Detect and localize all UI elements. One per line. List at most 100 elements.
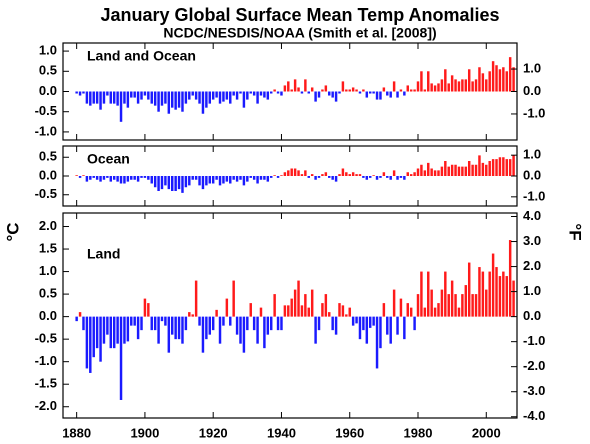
bar bbox=[321, 89, 324, 92]
bar bbox=[184, 316, 188, 331]
plot-frame bbox=[62, 212, 518, 419]
bar bbox=[508, 159, 512, 176]
y-tick-label: 1.0 bbox=[39, 263, 57, 278]
bar bbox=[160, 316, 164, 322]
bar bbox=[133, 316, 136, 326]
bar bbox=[171, 176, 174, 191]
bar bbox=[143, 91, 147, 96]
bar bbox=[167, 176, 171, 190]
bar bbox=[92, 176, 95, 178]
bar bbox=[157, 91, 160, 112]
bar bbox=[495, 267, 498, 317]
bar bbox=[174, 91, 177, 110]
bar bbox=[205, 176, 208, 186]
bar bbox=[194, 280, 198, 317]
bar bbox=[232, 280, 235, 317]
bar bbox=[348, 307, 351, 317]
bar bbox=[416, 81, 420, 92]
y-tick-label: -1.0 bbox=[35, 353, 57, 368]
bar bbox=[454, 294, 457, 317]
bar bbox=[485, 164, 488, 176]
bar bbox=[324, 85, 328, 92]
y2-axis-label: °F bbox=[566, 223, 585, 240]
bar bbox=[109, 316, 113, 349]
bar bbox=[372, 91, 375, 94]
bar bbox=[249, 91, 252, 94]
bar bbox=[310, 289, 314, 317]
bar bbox=[123, 176, 126, 184]
bar bbox=[433, 85, 437, 92]
bar bbox=[143, 298, 147, 317]
bar bbox=[450, 164, 454, 176]
panel-label: Ocean bbox=[87, 151, 130, 167]
bar bbox=[109, 91, 113, 104]
bar bbox=[358, 91, 362, 94]
bar bbox=[464, 166, 468, 176]
bar bbox=[136, 176, 140, 182]
bar bbox=[328, 176, 331, 178]
bar bbox=[409, 89, 413, 92]
bar bbox=[307, 176, 311, 178]
bar bbox=[461, 294, 464, 317]
bar bbox=[287, 81, 290, 92]
bar bbox=[338, 303, 341, 317]
bar bbox=[321, 174, 324, 176]
x-tick-label: 1900 bbox=[130, 425, 159, 440]
bar bbox=[293, 79, 297, 92]
bar bbox=[201, 91, 205, 114]
bar bbox=[269, 316, 273, 331]
bar bbox=[112, 176, 116, 180]
y2-tick-label: 0.0 bbox=[523, 308, 541, 323]
bar bbox=[471, 81, 474, 92]
bar bbox=[423, 170, 427, 176]
bar bbox=[266, 91, 270, 100]
bar bbox=[382, 172, 386, 176]
bar bbox=[508, 240, 512, 317]
bar bbox=[136, 91, 140, 104]
bar bbox=[130, 316, 133, 326]
bar bbox=[283, 85, 287, 92]
bar bbox=[235, 91, 239, 100]
bar bbox=[256, 176, 259, 184]
bar bbox=[218, 176, 222, 186]
bar bbox=[478, 267, 481, 317]
bar bbox=[160, 91, 164, 106]
bar bbox=[372, 175, 375, 176]
bar bbox=[355, 316, 358, 324]
bar bbox=[471, 164, 474, 176]
bar bbox=[491, 61, 495, 92]
bar bbox=[229, 176, 232, 184]
bar bbox=[191, 314, 194, 317]
bar bbox=[491, 159, 495, 176]
bar bbox=[211, 316, 215, 331]
bar bbox=[123, 316, 126, 344]
bar bbox=[358, 174, 362, 176]
bar bbox=[273, 294, 276, 317]
bar bbox=[92, 91, 95, 104]
bar bbox=[362, 89, 365, 92]
bar bbox=[307, 307, 311, 317]
bar bbox=[205, 316, 208, 340]
bar bbox=[276, 316, 280, 331]
bar bbox=[164, 91, 167, 104]
bar bbox=[365, 91, 369, 98]
bar bbox=[341, 81, 345, 92]
bar bbox=[153, 176, 157, 188]
y-tick-label: 0.5 bbox=[39, 149, 57, 164]
bar bbox=[324, 294, 328, 317]
bar bbox=[188, 312, 191, 317]
bar bbox=[508, 57, 512, 92]
bar bbox=[191, 91, 194, 96]
y-tick-label: 0.0 bbox=[39, 83, 57, 98]
bar bbox=[269, 91, 273, 94]
bar bbox=[430, 168, 433, 176]
bar bbox=[252, 316, 256, 331]
y-tick-label: 0.0 bbox=[39, 167, 57, 182]
bar bbox=[188, 176, 191, 186]
bar bbox=[116, 176, 119, 182]
bar bbox=[437, 83, 440, 92]
bar bbox=[474, 294, 478, 317]
bar bbox=[345, 172, 348, 176]
bar bbox=[194, 176, 198, 180]
x-tick-label: 1920 bbox=[199, 425, 228, 440]
